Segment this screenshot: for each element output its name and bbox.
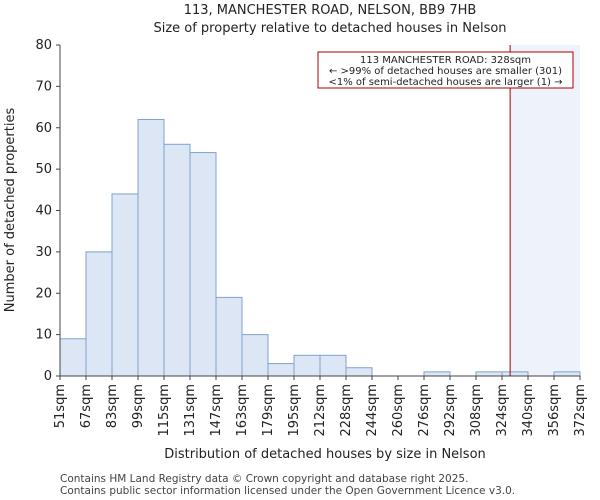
- bar-67sqm: [85, 251, 113, 377]
- y-tick-label: 20: [35, 286, 52, 301]
- x-tick-label: 163sqm: [235, 384, 250, 437]
- x-tick-label: 356sqm: [547, 384, 562, 437]
- highlight-region: [510, 45, 580, 376]
- chart-subtitle: Size of property relative to detached ho…: [153, 21, 506, 36]
- bar-99sqm: [137, 118, 165, 377]
- y-tick-label: 50: [35, 162, 52, 177]
- bar-356sqm: [553, 371, 581, 377]
- bar-212sqm: [319, 354, 347, 377]
- chart-title: 113, MANCHESTER ROAD, NELSON, BB9 7HB: [184, 3, 477, 18]
- bar-115sqm: [163, 143, 191, 377]
- bar-324sqm: [501, 371, 529, 377]
- bar-163sqm: [241, 334, 269, 377]
- bar-179sqm: [267, 363, 295, 377]
- y-tick-label: 80: [35, 38, 52, 53]
- annotation-line-2: ← >99% of detached houses are smaller (3…: [329, 66, 562, 77]
- x-axis-label: Distribution of detached houses by size …: [164, 447, 486, 462]
- y-axis-label: Number of detached properties: [3, 108, 18, 313]
- footer-line-1: Contains HM Land Registry data © Crown c…: [60, 473, 468, 485]
- bar-147sqm: [215, 296, 243, 377]
- x-tick-label: 228sqm: [339, 384, 354, 437]
- x-tick-label: 67sqm: [79, 384, 94, 428]
- y-tick-label: 10: [35, 328, 52, 343]
- x-tick-label: 260sqm: [391, 384, 406, 437]
- bar-83sqm: [111, 193, 139, 377]
- x-tick-label: 83sqm: [105, 384, 120, 428]
- x-tick-label: 212sqm: [313, 384, 328, 437]
- bar-276sqm: [423, 371, 451, 377]
- x-tick-label: 340sqm: [521, 384, 536, 437]
- bar-51sqm: [59, 338, 87, 377]
- x-tick-label: 195sqm: [287, 384, 302, 437]
- annotation-line-3: <1% of semi-detached houses are larger (…: [328, 77, 562, 88]
- x-tick-label: 115sqm: [157, 384, 172, 437]
- x-tick-label: 51sqm: [53, 384, 68, 428]
- y-tick-label: 40: [35, 204, 52, 219]
- x-tick-label: 99sqm: [131, 384, 146, 428]
- x-tick-label: 308sqm: [469, 384, 484, 437]
- x-tick-label: 147sqm: [209, 384, 224, 437]
- bar-131sqm: [189, 152, 217, 377]
- bar-308sqm: [475, 371, 503, 377]
- x-tick-label: 276sqm: [417, 384, 432, 437]
- annotation-line-1: 113 MANCHESTER ROAD: 328sqm: [360, 55, 531, 66]
- footer-line-2: Contains public sector information licen…: [60, 485, 515, 497]
- y-tick-label: 60: [35, 121, 52, 136]
- bar-228sqm: [345, 367, 373, 377]
- annotation-box: [317, 51, 574, 89]
- plot-area: 0 10 20 30 40 50 60 70 80 51sqm 67sqm 83sqm 99sqm 115…: [35, 38, 588, 437]
- x-tick-label: 372sqm: [573, 384, 588, 437]
- x-tick-label: 324sqm: [495, 384, 510, 437]
- y-tick-label: 70: [35, 79, 52, 94]
- y-tick-label: 30: [35, 245, 52, 260]
- bar-195sqm: [293, 354, 321, 377]
- x-tick-label: 179sqm: [261, 384, 276, 437]
- x-tick-label: 131sqm: [183, 384, 198, 437]
- x-tick-label: 292sqm: [443, 384, 458, 437]
- x-tick-label: 244sqm: [365, 384, 380, 437]
- y-tick-label: 0: [44, 369, 52, 384]
